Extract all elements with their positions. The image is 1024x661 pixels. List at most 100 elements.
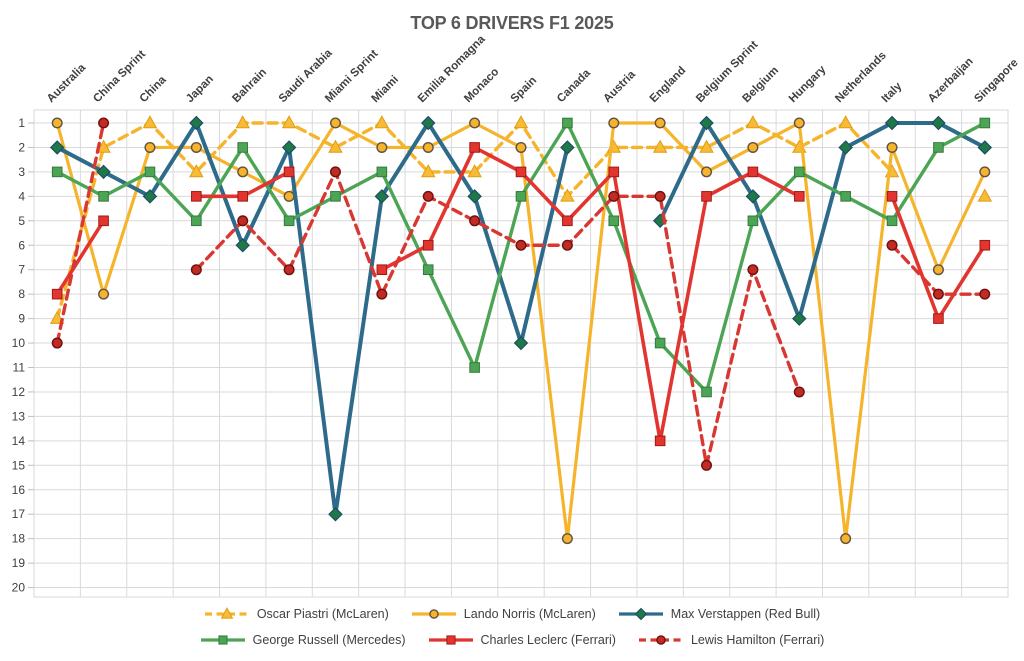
- x-axis-category-label: Hungary: [787, 63, 829, 105]
- y-axis-tick-label: 8: [18, 287, 25, 301]
- series-line-3: [55, 121, 987, 394]
- data-point-marker: [328, 506, 343, 522]
- data-point-marker: [656, 635, 666, 645]
- y-axis-tick-label: 14: [12, 434, 26, 448]
- data-point-marker: [562, 215, 573, 227]
- data-point-marker: [329, 166, 341, 178]
- data-point-marker: [422, 141, 434, 153]
- data-point-marker: [190, 264, 202, 276]
- data-point-marker: [747, 264, 759, 276]
- data-point-marker: [701, 191, 712, 202]
- x-axis-category-label: England: [648, 65, 689, 106]
- data-point-marker: [747, 166, 759, 178]
- data-point-marker: [281, 140, 297, 155]
- data-point-marker: [237, 166, 249, 178]
- y-axis-tick-label: 16: [12, 483, 26, 497]
- legend-swatch: [618, 607, 663, 621]
- legend-item-3: George Russell (Mercedes): [200, 632, 406, 648]
- x-axis-category-label: Austria: [601, 68, 638, 105]
- data-point-marker: [933, 313, 944, 324]
- data-point-marker: [886, 141, 898, 153]
- data-point-marker: [376, 288, 388, 300]
- data-point-marker: [886, 215, 898, 227]
- data-point-marker: [189, 115, 204, 131]
- legend-item-0: Oscar Piastri (McLaren): [204, 606, 389, 622]
- data-point-marker: [560, 140, 575, 155]
- legend-swatch: [200, 635, 245, 645]
- data-point-marker: [654, 190, 666, 202]
- x-axis-category-label: Spain: [509, 74, 540, 105]
- data-point-marker: [429, 609, 439, 619]
- data-point-marker: [884, 115, 900, 131]
- data-point-marker: [467, 164, 482, 178]
- data-point-marker: [420, 115, 436, 131]
- data-point-marker: [792, 311, 807, 326]
- data-point-marker: [932, 264, 944, 276]
- data-point-marker: [51, 337, 63, 349]
- series-line-4: [55, 219, 106, 296]
- y-axis-tick-label: 12: [12, 385, 26, 399]
- data-point-marker: [652, 139, 668, 153]
- data-point-marker: [469, 117, 481, 129]
- data-point-marker: [701, 166, 713, 178]
- data-point-marker: [191, 191, 202, 202]
- data-point-marker: [745, 115, 761, 129]
- series-2: [49, 115, 993, 522]
- data-point-marker: [654, 337, 666, 349]
- data-point-marker: [701, 386, 712, 398]
- data-point-marker: [142, 115, 158, 129]
- data-point-marker: [561, 533, 573, 545]
- series-4: [51, 142, 991, 447]
- data-point-marker: [49, 140, 65, 155]
- data-point-marker: [838, 140, 853, 155]
- data-point-marker: [515, 166, 527, 178]
- x-axis-category-label: Singapore: [972, 57, 1020, 105]
- data-point-marker: [237, 215, 249, 227]
- data-point-marker: [283, 166, 295, 178]
- legend-row-1: Oscar Piastri (McLaren) Lando Norris (McL…: [0, 601, 1024, 627]
- data-point-marker: [281, 115, 297, 129]
- data-point-marker: [144, 141, 156, 153]
- data-point-marker: [793, 386, 805, 398]
- legend-swatch: [411, 609, 456, 619]
- legend-item-5: Lewis Hamilton (Ferrari): [638, 632, 824, 648]
- series-0: [49, 115, 993, 324]
- y-axis-tick-label: 2: [18, 140, 25, 154]
- data-point-marker: [469, 362, 480, 373]
- legend-label: Oscar Piastri (McLaren): [256, 607, 389, 621]
- data-point-marker: [329, 117, 341, 129]
- data-point-marker: [51, 288, 63, 300]
- data-point-marker: [422, 239, 434, 251]
- legend-item-1: Lando Norris (McLaren): [411, 606, 596, 622]
- legend-swatch: [204, 607, 249, 619]
- y-axis-tick-label: 6: [18, 238, 25, 252]
- data-point-marker: [979, 288, 991, 300]
- x-axis-category-label: Italy: [880, 80, 905, 105]
- data-point-marker: [51, 117, 63, 129]
- chart-legend: Oscar Piastri (McLaren) Lando Norris (McL…: [0, 601, 1024, 653]
- data-point-marker: [932, 288, 944, 300]
- data-point-marker: [422, 264, 434, 275]
- data-point-marker: [886, 191, 898, 202]
- data-point-marker: [747, 215, 759, 227]
- data-point-marker: [142, 189, 158, 204]
- data-point-marker: [933, 142, 944, 153]
- legend-label: George Russell (Mercedes): [252, 633, 406, 647]
- y-axis-tick-label: 4: [18, 189, 25, 203]
- data-point-marker: [699, 115, 714, 131]
- data-point-marker: [96, 164, 111, 180]
- data-point-marker: [979, 239, 991, 251]
- data-point-marker: [793, 117, 805, 129]
- data-point-marker: [608, 215, 620, 227]
- data-point-marker: [747, 141, 759, 153]
- data-point-marker: [422, 190, 434, 202]
- data-point-marker: [51, 166, 63, 178]
- data-point-marker: [838, 115, 853, 129]
- y-axis-tick-label: 1: [18, 116, 25, 130]
- y-axis-tick-label: 9: [18, 312, 25, 326]
- x-axis-category-label: Azerbaijan: [926, 56, 976, 106]
- series-5: [51, 117, 991, 471]
- series-1: [51, 117, 991, 545]
- legend-row-2: George Russell (Mercedes) Charles Leclerc…: [0, 627, 1024, 653]
- x-axis-category-label: Belgium: [741, 65, 782, 106]
